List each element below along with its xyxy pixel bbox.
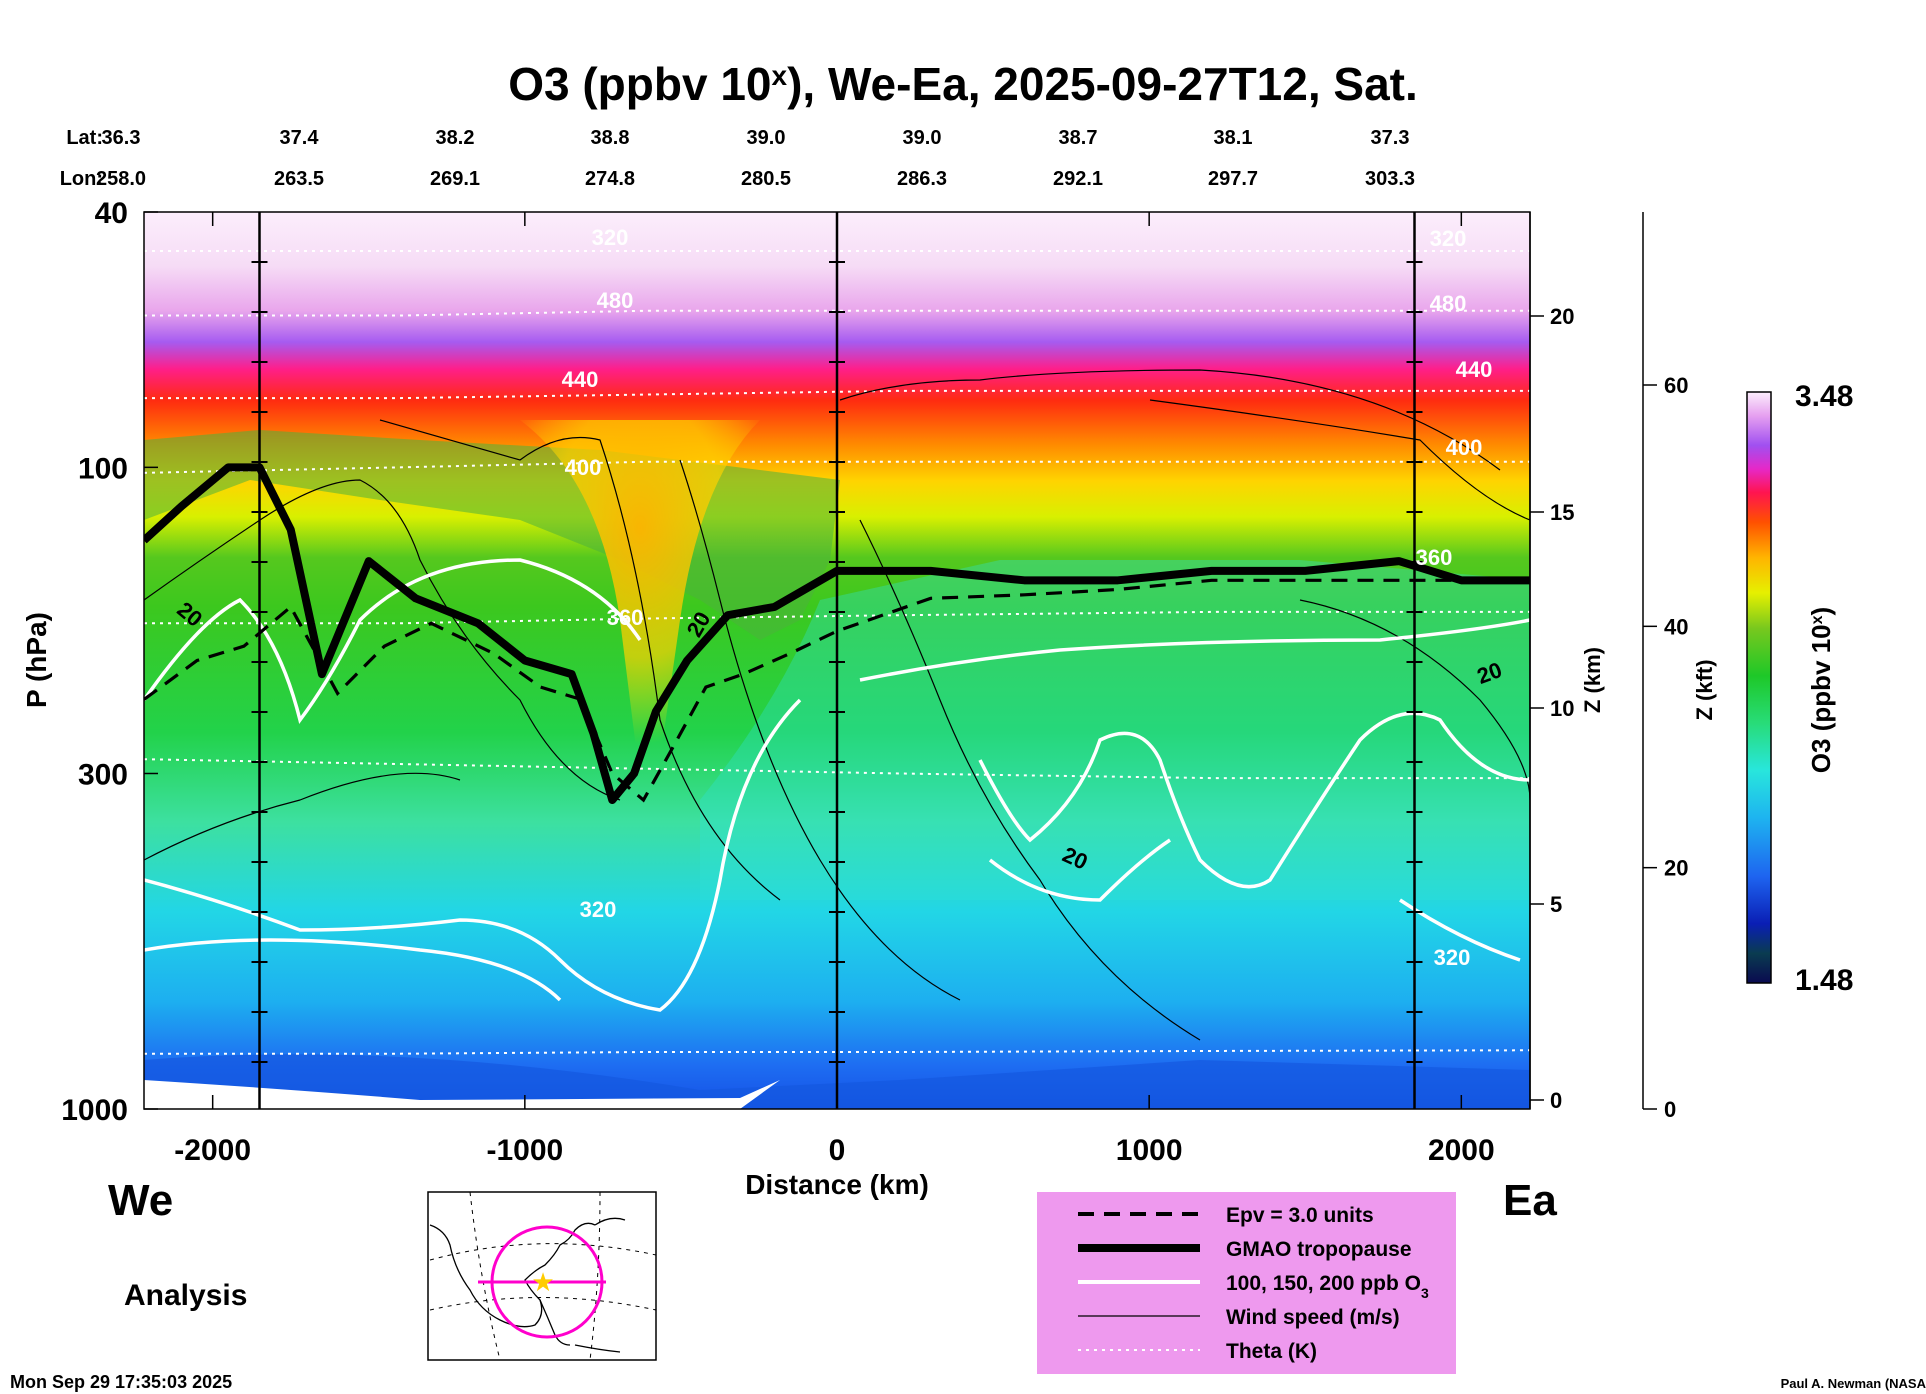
colorbar-max: 3.48 [1795,380,1853,413]
theta-label: 360 [1416,545,1453,570]
theta-label: 480 [1430,291,1467,316]
legend-label: Epv = 3.0 units [1226,1204,1374,1227]
y-axis-label: P (hPa) [21,612,52,708]
lon-value: 274.8 [585,168,635,190]
colorbar-min: 1.48 [1795,964,1853,997]
terrain [144,1080,780,1109]
z-km-tick-label: 15 [1550,500,1574,525]
theta-label: 320 [1434,945,1471,970]
lon-value: 286.3 [897,168,947,190]
theta-contour-440 [144,389,1530,400]
ozone-surface-low [144,1054,1530,1109]
lat-value: 38.2 [436,127,475,149]
map-graticule [429,1191,657,1361]
theta-label: 320 [580,897,617,922]
theta-contours [144,249,1530,1055]
theta-contour-400 [144,460,1530,474]
lat-value: 39.0 [903,127,942,149]
y-tick-label: 300 [78,758,128,791]
lon-value: 303.3 [1365,168,1415,190]
y-tick-label: 40 [95,197,128,230]
lon-value: 269.1 [430,168,480,190]
x-tick-label: 2000 [1428,1134,1495,1167]
theta-label: 360 [607,605,644,630]
chart-title: O3 (ppbv 10x), We-Ea, 2025-09-27T12, Sat… [508,58,1418,110]
theta-label: 400 [1446,435,1483,460]
lat-header: Lat: [66,127,103,149]
z-km-tick-label: 5 [1550,892,1562,917]
wind-contours [144,369,1530,1041]
epv-line [144,578,1530,803]
z-kft-tick-label: 20 [1664,856,1688,881]
y-tick-label: 1000 [61,1094,128,1127]
lon-value: 297.7 [1208,168,1258,190]
legend-label: Theta (K) [1226,1340,1317,1363]
theta-label: 400 [565,455,602,480]
x-tick-label: -1000 [486,1134,563,1167]
lat-value: 37.4 [280,127,320,149]
colorbar-label: O3 (ppbv 10x) [1806,607,1836,773]
theta-label: 320 [1430,226,1467,251]
z-kft-label: Z (kft) [1692,659,1717,720]
z-km-tick-label: 0 [1550,1088,1562,1113]
x-tick-label: -2000 [174,1134,251,1167]
theta-contour-340 [144,758,1530,780]
lat-value: 38.8 [591,127,630,149]
section-center-icon: ★ [531,1267,554,1297]
z-km-tick-label: 20 [1550,304,1574,329]
colorbar [1746,391,1772,984]
ozone-intrusion [520,420,760,780]
theta-label: 480 [597,288,634,313]
x-axis-label: Distance (km) [745,1169,929,1200]
credit: Paul A. Newman (NASA [1781,1376,1926,1391]
z-km-tick-label: 10 [1550,696,1574,721]
timestamp: Mon Sep 29 17:35:03 2025 [10,1372,232,1392]
theta-label: 320 [592,225,629,250]
west-label: We [108,1176,173,1225]
analysis-label: Analysis [124,1279,247,1312]
theta-label: 440 [1456,357,1493,382]
lon-value: 258.0 [96,168,146,190]
east-label: Ea [1503,1176,1557,1225]
lat-lon-labels: 36.3 37.4 38.2 38.8 39.0 39.0 38.7 38.1 37.3 258.… [96,127,1415,190]
section-markers [251,212,1423,1109]
inset-map: ★ [427,1191,657,1361]
legend-label: GMAO tropopause [1226,1238,1412,1261]
x-tick-label: 1000 [1116,1134,1183,1167]
lat-value: 36.3 [102,127,141,149]
lat-value: 38.1 [1214,127,1253,149]
theta-label: 440 [562,367,599,392]
z-km-label: Z (km) [1580,647,1605,713]
x-tick-label: 0 [829,1134,846,1167]
z-kft-tick-label: 40 [1664,614,1688,639]
lon-value: 292.1 [1053,168,1103,190]
tropopause-line [144,463,1530,805]
lat-value: 38.7 [1059,127,1098,149]
y-tick-label: 100 [78,452,128,485]
legend-label: Wind speed (m/s) [1226,1306,1400,1329]
theta-contour-360 [144,610,1530,625]
ozone-cyan-east [700,560,1530,900]
z-kft-tick-label: 0 [1664,1097,1676,1122]
lon-value: 263.5 [274,168,324,190]
theta-contour-480 [144,309,1530,317]
lon-value: 280.5 [741,168,791,190]
lat-value: 39.0 [747,127,786,149]
theta-contour-320 [144,1049,1530,1055]
z-kft-tick-label: 60 [1664,373,1688,398]
lat-value: 37.3 [1371,127,1410,149]
lon-header: Lon: [60,168,103,190]
